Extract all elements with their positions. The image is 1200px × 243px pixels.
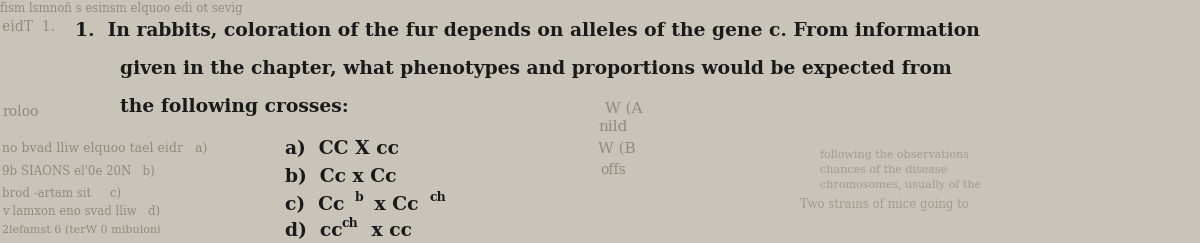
Text: nild: nild (598, 120, 628, 134)
Text: ch: ch (430, 191, 446, 204)
Text: 2lefamst 6 (terW 0 mibuloni: 2lefamst 6 (terW 0 mibuloni (2, 225, 161, 235)
Text: W (A: W (A (605, 102, 642, 116)
Text: chromosomes, usually of the: chromosomes, usually of the (820, 180, 982, 190)
Text: c)  Cc: c) Cc (286, 196, 344, 214)
Text: a)  CC X cc: a) CC X cc (286, 140, 398, 158)
Text: given in the chapter, what phenotypes and proportions would be expected from: given in the chapter, what phenotypes an… (120, 60, 952, 78)
Text: b)  Cc x Cc: b) Cc x Cc (286, 168, 396, 186)
Text: 1.  In rabbits, coloration of the fur depends on alleles of the gene c. From inf: 1. In rabbits, coloration of the fur dep… (74, 22, 980, 40)
Text: roloo: roloo (2, 105, 38, 119)
Text: x Cc: x Cc (368, 196, 419, 214)
Text: following the observations: following the observations (820, 150, 970, 160)
Text: brod -artam sit     c): brod -artam sit c) (2, 187, 121, 200)
Text: ch: ch (342, 217, 359, 230)
Text: fism lsmnoñ s esinsm elquoo edi ot sevig: fism lsmnoñ s esinsm elquoo edi ot sevig (0, 2, 242, 15)
Text: b: b (355, 191, 364, 204)
Text: Two strains of mice going to: Two strains of mice going to (800, 198, 968, 211)
Text: no bvad lliw elquoo tael eidr   a): no bvad lliw elquoo tael eidr a) (2, 142, 208, 155)
Text: offs: offs (600, 163, 625, 177)
Text: eidT  1.: eidT 1. (2, 20, 55, 34)
Text: 9b SIAONS el'0e 20N   b): 9b SIAONS el'0e 20N b) (2, 165, 155, 178)
Text: x cc: x cc (365, 222, 412, 240)
Text: d)  cc: d) cc (286, 222, 343, 240)
Text: v lamxon eno svad lliw   d): v lamxon eno svad lliw d) (2, 205, 160, 218)
Text: chances of the disease: chances of the disease (820, 165, 947, 175)
Text: the following crosses:: the following crosses: (120, 98, 349, 116)
Text: W (B: W (B (598, 142, 636, 156)
